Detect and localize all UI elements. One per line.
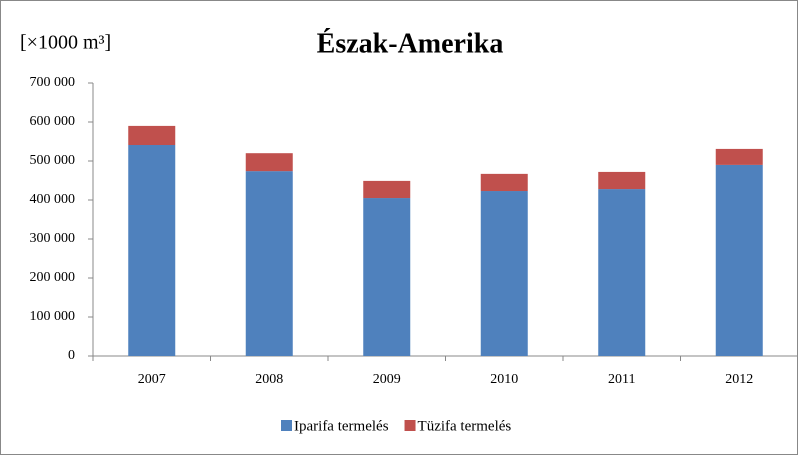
bar-segment bbox=[598, 189, 646, 356]
x-tick-label: 2007 bbox=[138, 372, 166, 387]
bar-segment bbox=[715, 164, 763, 356]
y-tick-label: 200 000 bbox=[30, 270, 76, 285]
x-tick-label: 2010 bbox=[490, 372, 518, 387]
legend-label: Tüzifa termelés bbox=[418, 418, 512, 434]
x-tick-label: 2011 bbox=[608, 372, 635, 387]
bar-segment bbox=[363, 198, 411, 356]
bar-segment bbox=[245, 153, 293, 172]
bar-segment bbox=[715, 148, 763, 165]
y-tick-label: 600 000 bbox=[30, 114, 76, 129]
y-tick-label: 0 bbox=[68, 348, 75, 363]
legend-label: Iparifa termelés bbox=[294, 418, 389, 434]
chart-title: Észak-Amerika bbox=[317, 28, 504, 59]
bar-segment bbox=[245, 171, 293, 356]
y-tick-label: 100 000 bbox=[30, 309, 76, 324]
y-tick-label: 300 000 bbox=[30, 231, 76, 246]
legend-swatch bbox=[404, 420, 416, 431]
y-tick-label: 700 000 bbox=[30, 75, 76, 90]
legend-swatch bbox=[281, 420, 292, 431]
bar-segment bbox=[363, 180, 411, 199]
bar-segment bbox=[128, 125, 176, 146]
bar-segment bbox=[128, 145, 176, 356]
x-tick-label: 2008 bbox=[255, 372, 283, 387]
bar-segment bbox=[480, 173, 528, 192]
x-tick-label: 2012 bbox=[725, 372, 753, 387]
y-axis-label: [×1000 m³] bbox=[20, 32, 111, 54]
y-tick-label: 400 000 bbox=[30, 192, 76, 207]
x-tick-label: 2009 bbox=[373, 372, 401, 387]
bar-segment bbox=[598, 171, 646, 190]
y-tick-label: 500 000 bbox=[30, 153, 76, 168]
bar-segment bbox=[480, 191, 528, 356]
